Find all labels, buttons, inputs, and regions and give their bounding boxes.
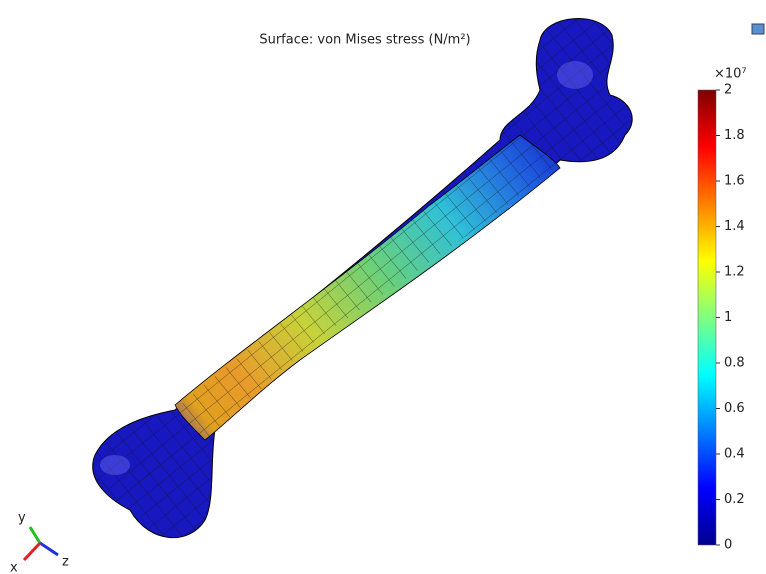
plot-title: Surface: von Mises stress (N/m²) bbox=[259, 33, 470, 48]
colorbar-tick-label: 1.2 bbox=[724, 265, 745, 280]
colorbar-tick-label: 1.4 bbox=[724, 219, 745, 234]
colorbar-tick-label: 0.4 bbox=[724, 447, 745, 462]
colorbar-tick-label: 1.6 bbox=[724, 174, 745, 189]
bone-model bbox=[93, 19, 632, 538]
colorbar-ticks: 0 0.2 0.4 0.6 0.8 1 1.2 1.4 1.6 1.8 2 bbox=[716, 83, 745, 553]
y-arrow bbox=[30, 527, 40, 543]
y-axis-label: y bbox=[18, 511, 26, 526]
colorbar bbox=[698, 90, 716, 545]
colorbar-multiplier: ×10⁷ bbox=[714, 67, 747, 82]
colorbar-tick-label: 2 bbox=[724, 83, 732, 98]
toolbar-icon[interactable] bbox=[752, 24, 764, 34]
graphics-window: Surface: von Mises stress (N/m²) ×10⁷ 00… bbox=[0, 0, 766, 574]
x-axis-label: x bbox=[10, 561, 18, 574]
z-arrow bbox=[40, 543, 58, 555]
page: Surface: von Mises stress (N/m²) ×10⁷ 00… bbox=[0, 0, 766, 574]
colorbar-tick-label: 1.8 bbox=[724, 128, 745, 143]
colorbar-tick-label: 0 bbox=[724, 538, 732, 553]
x-arrow bbox=[24, 543, 40, 560]
z-axis-label: z bbox=[62, 555, 69, 570]
axes-triad: y z x bbox=[10, 511, 69, 574]
colorbar-tick-label: 0.8 bbox=[724, 356, 745, 371]
colorbar-tick-label: 0.2 bbox=[724, 492, 745, 507]
colorbar-tick-label: 0.6 bbox=[724, 401, 745, 416]
colorbar-tick-label: 1 bbox=[724, 310, 732, 325]
